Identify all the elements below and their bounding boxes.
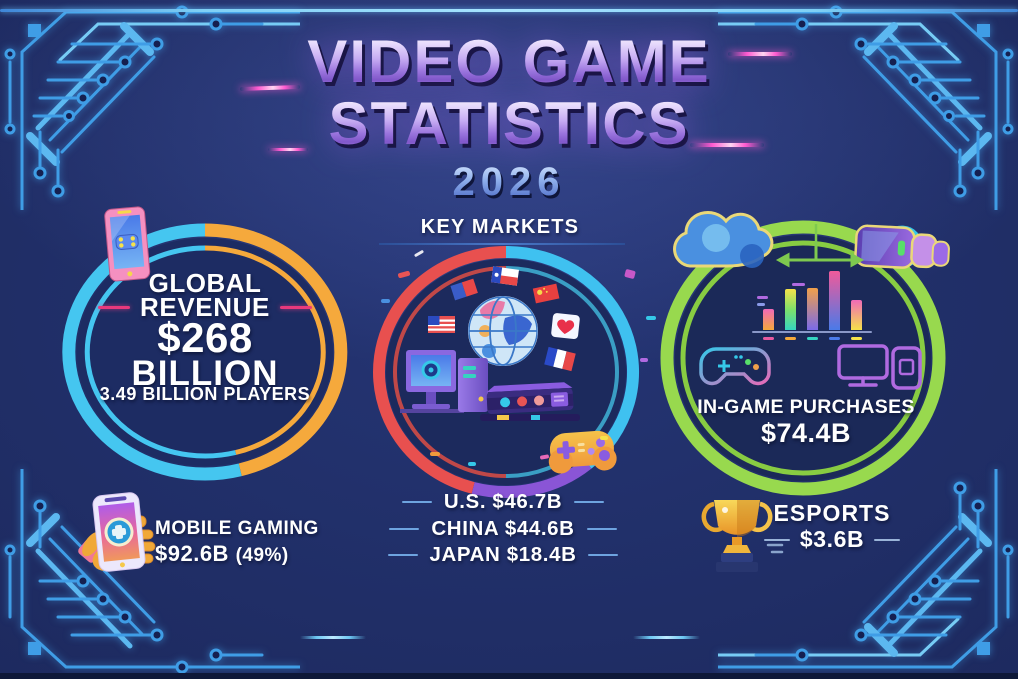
key-market-label: JAPAN — [429, 543, 501, 566]
title-line-2: STATISTICS — [0, 94, 1018, 154]
confetti — [757, 296, 768, 299]
title-line-1: VIDEO GAME — [0, 32, 1018, 92]
mini-bar — [851, 300, 862, 330]
mini-tick — [807, 337, 818, 340]
title-year: 2026 — [0, 160, 1018, 205]
pink-streak — [268, 148, 308, 151]
esports-value: $3.6B — [799, 526, 865, 552]
in-game-value: $74.4B — [760, 418, 852, 448]
key-market-japan: JAPAN $18.4B — [430, 543, 577, 567]
top-edge-line — [0, 9, 1018, 12]
mini-tick — [851, 337, 862, 340]
global-players: 3.49 BILLION PLAYERS — [99, 384, 311, 404]
circuit-decoration-top-right — [718, 5, 1014, 210]
key-market-row: CHINA $44.6B — [360, 517, 646, 541]
key-market-label: CHINA — [431, 517, 499, 540]
key-market-value: $44.6B — [504, 517, 575, 540]
global-revenue-label-2: REVENUE — [140, 292, 270, 322]
accent-line — [401, 501, 432, 503]
key-market-china: CHINA $44.6B — [431, 517, 574, 541]
esports-label: ESPORTS — [773, 500, 891, 526]
mini-chart-axis — [752, 331, 872, 333]
in-game-ring — [660, 220, 946, 496]
mini-tick — [785, 337, 796, 340]
confetti — [792, 283, 805, 286]
mini-bar — [807, 288, 818, 330]
mobile-gaming-amount: $92.6B — [155, 541, 229, 566]
in-game-label: IN-GAME PURCHASES — [697, 396, 915, 418]
accent-line — [574, 501, 605, 503]
accent-line — [586, 528, 617, 530]
key-markets-ring — [373, 246, 640, 498]
confetti — [646, 316, 656, 320]
mini-tick — [829, 337, 840, 340]
mobile-gaming-share: (49%) — [235, 545, 289, 566]
mini-bars — [746, 268, 878, 330]
key-market-label: U.S. — [443, 490, 487, 513]
mini-bar — [829, 271, 840, 330]
confetti — [430, 452, 440, 456]
mobile-gaming-label: MOBILE GAMING — [155, 518, 319, 539]
in-game-mini-chart — [746, 268, 878, 340]
esports-value-row: $3.6B — [762, 526, 902, 553]
key-market-row: U.S. $46.7B — [360, 490, 646, 514]
key-market-row: JAPAN $18.4B — [360, 543, 646, 567]
circuit-decoration-bottom-right — [718, 469, 1014, 669]
bottom-edge-strip — [0, 673, 1018, 679]
key-markets-underline — [379, 243, 625, 245]
accent-line — [588, 554, 619, 556]
bottom-accent-line-right — [633, 636, 700, 639]
mini-tick — [763, 337, 774, 340]
pink-streak — [690, 143, 764, 147]
key-market-value: $18.4B — [506, 543, 577, 566]
accent-line — [389, 528, 420, 530]
confetti — [600, 436, 608, 440]
bottom-accent-line-left — [300, 636, 366, 639]
accent-line — [387, 554, 418, 556]
global-revenue-label-row: REVENUE — [75, 292, 335, 323]
mobile-gaming-value: $92.6B (49%) — [155, 541, 289, 567]
confetti — [468, 462, 476, 466]
confetti — [381, 299, 390, 303]
pink-streak — [728, 52, 792, 56]
circuit-decoration-top-left — [4, 5, 300, 210]
pink-dash-left — [98, 305, 131, 310]
mini-bar — [763, 309, 774, 330]
confetti — [757, 303, 765, 306]
pink-dash-right — [279, 305, 312, 310]
global-revenue-amount: $268 — [157, 314, 253, 361]
key-market-us: U.S. $46.7B — [444, 490, 562, 514]
confetti — [640, 358, 648, 362]
global-revenue-unit: BILLION — [131, 354, 279, 393]
global-revenue-label-1: GLOBAL — [148, 268, 262, 298]
accent-dash — [763, 538, 790, 541]
mini-bar — [785, 289, 796, 330]
key-market-value: $46.7B — [492, 490, 563, 513]
circuit-decoration-bottom-left — [4, 469, 300, 674]
accent-dash — [874, 538, 901, 541]
key-markets-heading: KEY MARKETS — [420, 216, 580, 238]
mini-chart-ticks — [746, 337, 878, 340]
